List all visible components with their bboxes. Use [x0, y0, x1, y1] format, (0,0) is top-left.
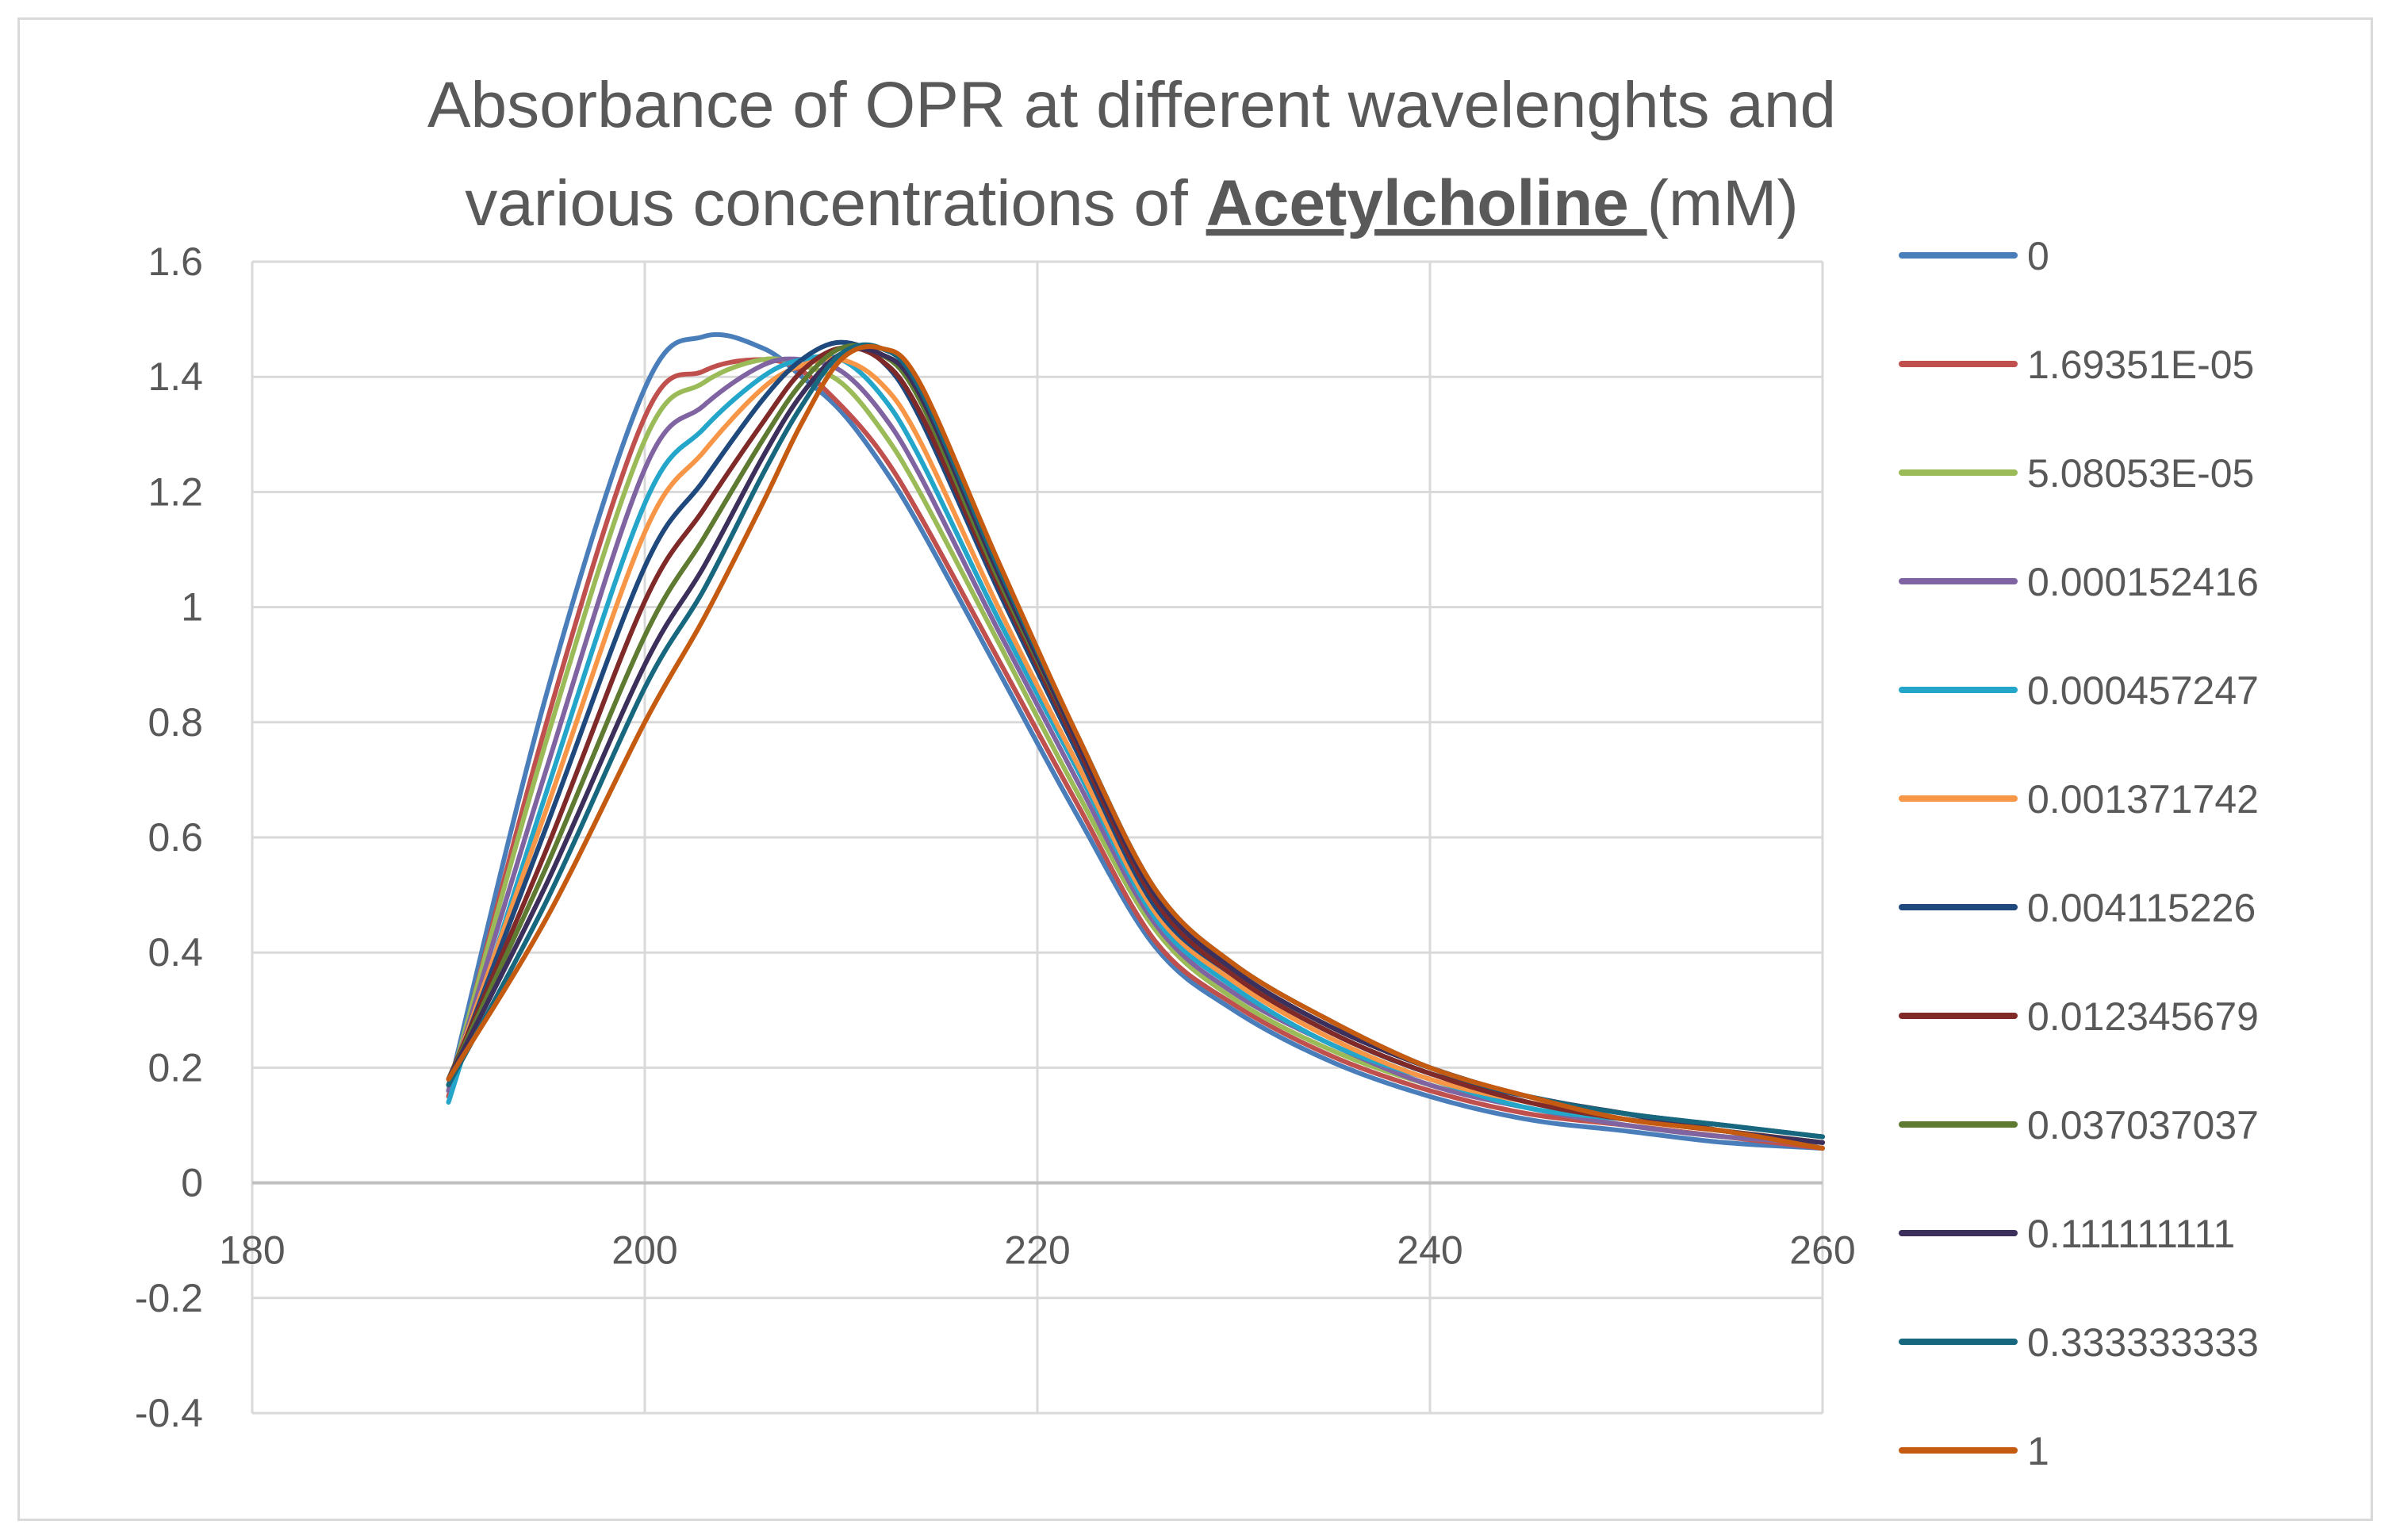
legend-item: 5.08053E-05 [1899, 451, 2254, 496]
series-line-1 [446, 331, 1825, 1151]
title-line-1: Absorbance of OPR at different wavelengh… [427, 69, 1836, 141]
legend-label: 0.004115226 [2027, 886, 2256, 930]
title-prefix: various concentrations of [465, 167, 1206, 239]
legend-item: 0.037037037 [1899, 1103, 2259, 1147]
legend-label: 0.000152416 [2027, 560, 2259, 604]
title-line-2: various concentrations of Acetylcholine … [465, 167, 1799, 239]
series-line-3 [446, 356, 1825, 1145]
y-tick-label: 0 [181, 1161, 203, 1205]
title-bold-word: Acetylcholine [1206, 167, 1647, 239]
legend: 0 1.69351E-05 5.08053E-05 0.000152416 0.0004… [1899, 234, 2259, 1473]
series-line-4 [446, 356, 1825, 1145]
legend-label: 5.08053E-05 [2027, 451, 2254, 496]
legend-item: 0.001371742 [1899, 777, 2259, 822]
legend-item: 0.111111111 [1899, 1212, 2235, 1256]
chart-frame [17, 17, 2373, 1521]
legend-label: 1.69351E-05 [2027, 343, 2254, 387]
x-tick-label: 180 [219, 1228, 285, 1273]
series-line-5 [446, 354, 1825, 1145]
y-tick-label: -0.4 [135, 1391, 203, 1435]
series-line-12 [446, 343, 1825, 1151]
y-tick-label: 0.2 [148, 1045, 203, 1090]
series-line-7 [446, 339, 1825, 1140]
series-line-11 [446, 342, 1825, 1140]
legend-label: 1 [2027, 1429, 2049, 1473]
legend-item: 0.012345679 [1899, 994, 2259, 1039]
legend-item: 0 [1899, 234, 2049, 278]
legend-item: 0.333333333 [1899, 1320, 2259, 1365]
series-line-6 [446, 356, 1825, 1145]
legend-label: 0.037037037 [2027, 1103, 2259, 1147]
x-tick-label: 200 [611, 1228, 677, 1273]
legend-label: 0.333333333 [2027, 1320, 2259, 1365]
legend-item: 1.69351E-05 [1899, 343, 2254, 387]
legend-label: 0.000457247 [2027, 668, 2259, 713]
x-tick-label: 220 [1004, 1228, 1070, 1273]
legend-label: 0.001371742 [2027, 777, 2259, 822]
title-suffix: (mM) [1647, 167, 1799, 239]
gridlines [251, 260, 1824, 1415]
y-tick-label: 0.6 [148, 815, 203, 860]
y-tick-label: 1.4 [148, 354, 203, 399]
x-tick-labels: 180 200 220 240 260 [219, 1228, 1855, 1273]
legend-item: 0.004115226 [1899, 886, 2256, 930]
y-tick-label: 1.2 [148, 469, 203, 514]
x-tick-label: 260 [1789, 1228, 1855, 1273]
legend-label: 0.111111111 [2027, 1212, 2235, 1256]
series-line-9 [446, 343, 1825, 1145]
x-tick-label: 240 [1397, 1228, 1462, 1273]
series-line-2 [446, 357, 1825, 1151]
y-tick-label: 0.4 [148, 930, 203, 975]
legend-item: 0.000457247 [1899, 668, 2259, 713]
y-tick-label: 1 [181, 585, 203, 630]
legend-item: 0.000152416 [1899, 560, 2259, 604]
y-tick-label: 0.8 [148, 700, 203, 745]
y-tick-labels: 1.6 1.4 1.2 1 0.8 0.6 0.4 0.2 0 -0.2 -0.4 [135, 239, 203, 1435]
series-lines [446, 331, 1825, 1151]
legend-item: 1 [1899, 1429, 2049, 1473]
legend-label: 0.012345679 [2027, 994, 2259, 1039]
chart-title: Absorbance of OPR at different wavelengh… [427, 69, 1836, 239]
series-line-10 [446, 346, 1825, 1145]
y-tick-label: -0.2 [135, 1276, 203, 1320]
y-tick-label: 1.6 [148, 239, 203, 284]
series-line-8 [446, 345, 1825, 1145]
legend-label: 0 [2027, 234, 2049, 278]
